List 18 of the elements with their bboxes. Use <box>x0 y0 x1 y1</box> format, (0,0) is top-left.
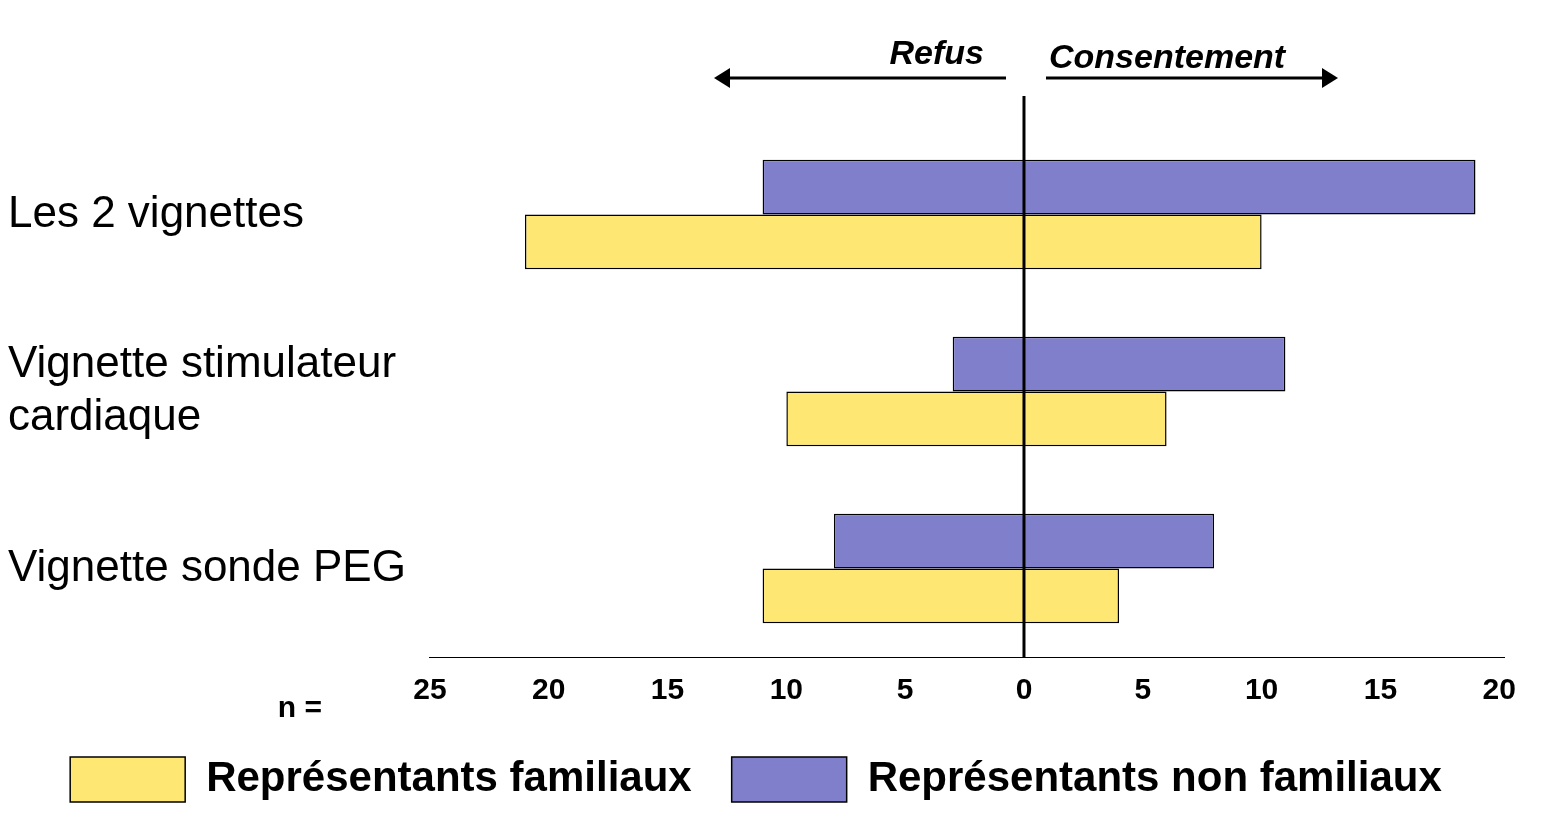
x-tick-label: 5 <box>1134 672 1152 706</box>
legend-label: Représentants familiaux <box>206 753 693 801</box>
x-tick-label: 15 <box>650 672 685 706</box>
x-tick-label: 5 <box>896 672 914 706</box>
text: n = <box>277 690 322 723</box>
y-tick-label: Vignette sonde PEG <box>8 540 406 590</box>
x-tick-label: 25 <box>413 672 447 706</box>
x-tick-label: 15 <box>1363 672 1398 706</box>
y-tick-label: Vignette stimulateur cardiaque <box>8 337 397 440</box>
x-tick-label: 10 <box>1244 672 1279 706</box>
text: Consentement <box>1048 37 1287 75</box>
x-tick-label: 20 <box>1482 672 1516 706</box>
x-tick-label: 10 <box>769 672 804 706</box>
legend-label: Représentants non familiaux <box>867 753 1443 801</box>
x-tick-label: 0 <box>1015 672 1033 706</box>
text: Refus <box>889 33 984 71</box>
x-tick-label: 20 <box>532 672 566 706</box>
y-tick-label: Les 2 vignettes <box>8 186 304 236</box>
